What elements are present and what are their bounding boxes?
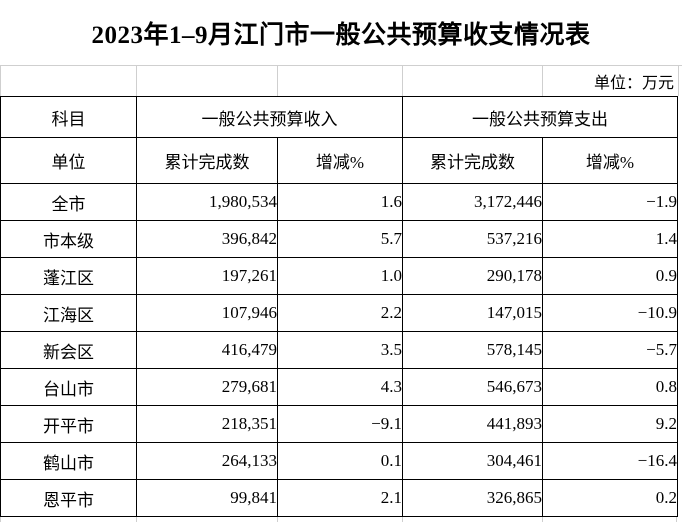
income-change-value: 1.0 xyxy=(277,257,403,295)
header-expense-change: 增减% xyxy=(542,137,678,184)
expense-change-value: 0.2 xyxy=(542,479,678,517)
expense-total-value: 441,893 xyxy=(402,405,543,443)
income-change-value: 3.5 xyxy=(277,331,403,369)
table-row: 市本级 396,842 5.7 537,216 1.4 xyxy=(0,220,678,258)
expense-total-value: 304,461 xyxy=(402,442,543,480)
gridline-vertical xyxy=(676,517,677,522)
income-total-value: 1,980,534 xyxy=(136,183,278,221)
table-header-group-row: 科目 一般公共预算收入 一般公共预算支出 xyxy=(0,96,678,138)
gridline-vertical xyxy=(136,517,137,522)
gridline-vertical xyxy=(277,517,278,522)
gridline-vertical xyxy=(402,517,403,522)
income-total-value: 396,842 xyxy=(136,220,278,258)
header-subject: 科目 xyxy=(0,96,137,138)
expense-change-value: 9.2 xyxy=(542,405,678,443)
region-name: 台山市 xyxy=(0,368,137,406)
expense-change-value: 0.8 xyxy=(542,368,678,406)
unit-note: 单位：万元 xyxy=(593,75,674,92)
income-change-value: 5.7 xyxy=(277,220,403,258)
region-name: 开平市 xyxy=(0,405,137,443)
income-change-value: 2.1 xyxy=(277,479,403,517)
table-row: 恩平市 99,841 2.1 326,865 0.2 xyxy=(0,479,678,517)
header-unit: 单位 xyxy=(0,137,137,184)
page-title: 2023年1–9月江门市一般公共预算收支情况表 xyxy=(91,21,591,49)
gridline-vertical xyxy=(542,66,543,96)
expense-change-value: −10.9 xyxy=(542,294,678,332)
bottom-gridline-stubs xyxy=(0,517,682,522)
income-change-value: 0.1 xyxy=(277,442,403,480)
income-change-value: 1.6 xyxy=(277,183,403,221)
gridline-vertical xyxy=(136,66,137,96)
budget-table: 科目 一般公共预算收入 一般公共预算支出 单位 累计完成数 增减% 累计完成数 … xyxy=(0,96,678,517)
table-row: 鹤山市 264,133 0.1 304,461 −16.4 xyxy=(0,442,678,480)
expense-total-value: 326,865 xyxy=(402,479,543,517)
expense-total-value: 3,172,446 xyxy=(402,183,543,221)
table-row: 新会区 416,479 3.5 578,145 −5.7 xyxy=(0,331,678,369)
expense-total-value: 147,015 xyxy=(402,294,543,332)
header-expense-total: 累计完成数 xyxy=(402,137,543,184)
header-income-change: 增减% xyxy=(277,137,403,184)
gridline-vertical xyxy=(402,66,403,96)
table-row: 蓬江区 197,261 1.0 290,178 0.9 xyxy=(0,257,678,295)
income-change-value: −9.1 xyxy=(277,405,403,443)
region-name: 全市 xyxy=(0,183,137,221)
gridline-vertical xyxy=(277,66,278,96)
income-total-value: 279,681 xyxy=(136,368,278,406)
region-name: 恩平市 xyxy=(0,479,137,517)
expense-change-value: −16.4 xyxy=(542,442,678,480)
header-income-total: 累计完成数 xyxy=(136,137,278,184)
income-change-value: 4.3 xyxy=(277,368,403,406)
table-row: 开平市 218,351 −9.1 441,893 9.2 xyxy=(0,405,678,443)
income-total-value: 416,479 xyxy=(136,331,278,369)
table-row: 江海区 107,946 2.2 147,015 −10.9 xyxy=(0,294,678,332)
expense-total-value: 578,145 xyxy=(402,331,543,369)
gridline-vertical xyxy=(0,517,1,522)
header-income-group: 一般公共预算收入 xyxy=(136,96,403,138)
expense-total-value: 546,673 xyxy=(402,368,543,406)
table-row: 全市 1,980,534 1.6 3,172,446 −1.9 xyxy=(0,183,678,221)
income-total-value: 264,133 xyxy=(136,442,278,480)
gridline-vertical xyxy=(0,66,1,96)
gridline-vertical xyxy=(678,66,679,96)
income-total-value: 99,841 xyxy=(136,479,278,517)
expense-change-value: 1.4 xyxy=(542,220,678,258)
region-name: 鹤山市 xyxy=(0,442,137,480)
region-name: 市本级 xyxy=(0,220,137,258)
income-total-value: 107,946 xyxy=(136,294,278,332)
expense-change-value: −5.7 xyxy=(542,331,678,369)
income-total-value: 218,351 xyxy=(136,405,278,443)
expense-total-value: 537,216 xyxy=(402,220,543,258)
region-name: 江海区 xyxy=(0,294,137,332)
region-name: 蓬江区 xyxy=(0,257,137,295)
table-row: 台山市 279,681 4.3 546,673 0.8 xyxy=(0,368,678,406)
income-total-value: 197,261 xyxy=(136,257,278,295)
expense-change-value: 0.9 xyxy=(542,257,678,295)
header-expense-group: 一般公共预算支出 xyxy=(402,96,678,138)
expense-total-value: 290,178 xyxy=(402,257,543,295)
expense-change-value: −1.9 xyxy=(542,183,678,221)
unit-note-row: 单位：万元 xyxy=(0,65,682,96)
gridline-vertical xyxy=(542,517,543,522)
income-change-value: 2.2 xyxy=(277,294,403,332)
region-name: 新会区 xyxy=(0,331,137,369)
table-header-columns-row: 单位 累计完成数 增减% 累计完成数 增减% xyxy=(0,137,678,184)
